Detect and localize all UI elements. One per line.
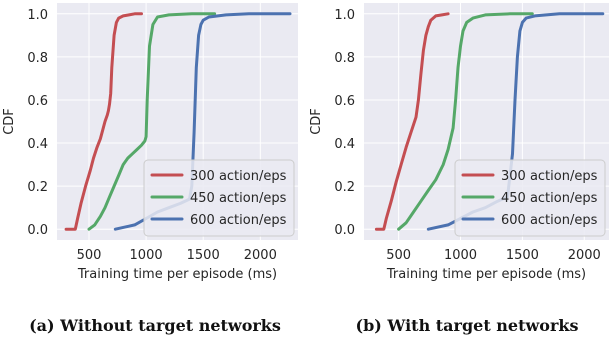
y-axis-label: CDF [2, 108, 17, 135]
x-axis-label: Training time per episode (ms) [77, 267, 277, 282]
legend-label: 600 action/eps [190, 213, 287, 228]
y-tick-label: 0.6 [334, 94, 355, 109]
x-tick-label: 1000 [130, 248, 163, 263]
x-tick-label: 500 [386, 248, 411, 263]
caption-a: (a) Without target networks [29, 316, 281, 335]
y-tick-label: 0.4 [334, 137, 355, 152]
x-tick-label: 1500 [187, 248, 220, 263]
x-tick-label: 500 [77, 248, 102, 263]
legend-label: 450 action/eps [501, 191, 598, 206]
legend-box [143, 159, 295, 237]
legend-label: 450 action/eps [190, 191, 287, 206]
x-tick-label: 2000 [568, 248, 601, 263]
y-tick-label: 0.0 [27, 223, 48, 238]
series-line [64, 12, 143, 231]
y-tick-label: 1.0 [27, 8, 48, 23]
x-tick-label: 1500 [506, 248, 539, 263]
y-axis-label: CDF [309, 108, 324, 135]
panel-a-chart: 0.0 0.2 0.4 0.6 0.8 1.0 500 1000 1500 2000 Trainin… [2, 3, 298, 282]
y-tick-label: 0.0 [334, 223, 355, 238]
x-tick-label: 2000 [244, 248, 277, 263]
legend-box [454, 159, 606, 237]
y-tick-label: 0.2 [334, 180, 355, 195]
legend-label: 300 action/eps [190, 169, 287, 184]
y-tick-label: 0.2 [27, 180, 48, 195]
x-tick-label: 1000 [444, 248, 477, 263]
y-tick-label: 1.0 [334, 8, 355, 23]
series-line [87, 12, 217, 231]
y-tick-label: 0.8 [27, 51, 48, 66]
series-line [374, 12, 450, 231]
y-tick-label: 0.4 [27, 137, 48, 152]
y-tick-label: 0.6 [27, 94, 48, 109]
x-axis-label: Training time per episode (ms) [386, 267, 586, 282]
y-tick-label: 0.8 [334, 51, 355, 66]
legend-label: 600 action/eps [501, 213, 598, 228]
caption-b: (b) With target networks [355, 316, 579, 335]
figure-canvas: 0.0 0.2 0.4 0.6 0.8 1.0 500 1000 1500 2000 Trainin… [2, 3, 609, 282]
legend-label: 300 action/eps [501, 169, 598, 184]
series-line [397, 12, 534, 231]
panel-b-chart: 0.0 0.2 0.4 0.6 0.8 1.0 500 1000 1500 2000 Trainin… [309, 3, 609, 282]
